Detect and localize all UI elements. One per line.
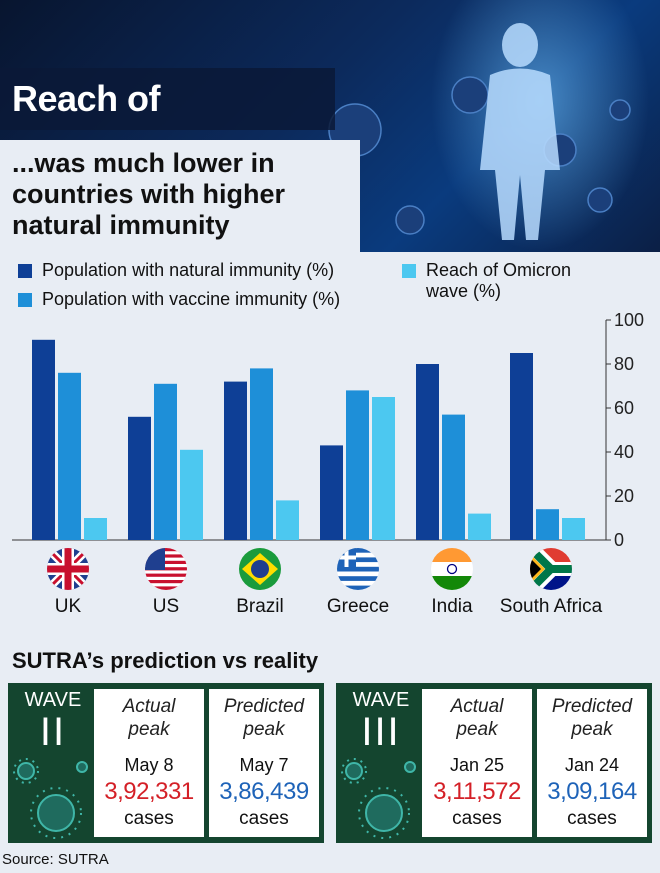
page-title: Reach of Omicron... [0, 68, 335, 181]
predicted-peak-value: 3,09,164 [547, 778, 637, 805]
virus-icon [13, 758, 88, 839]
actual-peak-unit: cases [124, 808, 174, 829]
country-label-india: India [431, 596, 473, 617]
legend-item-natural: Population with natural immunity (%) [18, 260, 334, 281]
predicted-peak-label-line-2: peak [571, 719, 613, 740]
subtitle-line-2: countries with higher [12, 179, 286, 209]
y-tick-label: 80 [614, 354, 634, 374]
virus-icon [341, 758, 416, 839]
country-label-greece: Greece [326, 596, 390, 617]
wave-3-panel: WAVE III Actual peak Jan 25 3,11,572 cas… [336, 683, 652, 843]
greece-flag-icon [337, 548, 379, 590]
wave-3-actual-card: Actual peak Jan 25 3,11,572 cases [422, 689, 532, 837]
bar-natural-us [128, 416, 151, 540]
actual-peak-label: Actual peak [94, 695, 204, 741]
predicted-peak-date: May 7 [239, 755, 289, 775]
bar-vaccine-south-africa [536, 509, 559, 540]
bar-natural-greece [320, 445, 343, 540]
bar-omicron-india [468, 513, 491, 540]
country-flags-row: UK US Brazil Greece India South Africa [0, 548, 660, 624]
virus-illustration [328, 23, 631, 240]
header-banner: Reach of Omicron... ...was much lower in… [0, 0, 660, 252]
bar-omicron-brazil [276, 500, 299, 540]
actual-peak-label: Actual peak [422, 695, 532, 741]
bar-omicron-south-africa [562, 518, 585, 540]
country-label-brazil: Brazil [236, 596, 284, 617]
bar-natural-india [416, 364, 439, 540]
bar-omicron-us [180, 449, 203, 540]
legend-label-omicron-line-1: Reach of Omicron [426, 260, 572, 280]
wave-3-predicted-card: Predicted peak Jan 24 3,09,164 cases [537, 689, 647, 837]
bar-vaccine-us [154, 383, 177, 540]
predicted-peak-value: 3,86,439 [219, 778, 309, 805]
wave-3-numeral: III [361, 710, 401, 754]
y-tick-label: 20 [614, 486, 634, 506]
country-label-uk: UK [54, 596, 82, 617]
actual-peak-date: May 8 [124, 755, 174, 775]
page-subtitle: ...was much lower in countries with high… [0, 140, 360, 252]
bar-vaccine-india [442, 414, 465, 540]
country-label-us: US [152, 596, 180, 617]
y-tick-label: 100 [614, 310, 644, 330]
predicted-peak-label: Predicted peak [209, 695, 319, 741]
wave-2-panel: WAVE II Actual peak May 8 3,92,331 cases… [8, 683, 324, 843]
actual-peak-date: Jan 25 [449, 755, 505, 775]
source-note: Source: SUTRA [2, 851, 109, 868]
predicted-peak-date: Jan 24 [564, 755, 620, 775]
uk-flag-icon [47, 548, 89, 590]
bar-chart: 0 20 40 60 80 100 [12, 310, 644, 550]
india-flag-icon [431, 548, 473, 590]
legend-label-omicron-line-2: wave (%) [426, 281, 502, 301]
bar-vaccine-brazil [250, 368, 273, 540]
wave-2-numeral: II [39, 710, 67, 754]
legend-label-natural: Population with natural immunity (%) [42, 260, 335, 280]
legend-swatch-natural [18, 264, 32, 278]
bar-natural-south-africa [510, 353, 533, 540]
wave-3-word: WAVE [352, 689, 410, 711]
chart-legend: Population with natural immunity (%) Pop… [0, 258, 660, 314]
bar-vaccine-greece [346, 390, 369, 540]
wave-2-actual-card: Actual peak May 8 3,92,331 cases [94, 689, 204, 837]
legend-item-omicron: Reach of Omicron wave (%) [402, 260, 571, 302]
legend-label-vaccine: Population with vaccine immunity (%) [42, 289, 341, 309]
actual-peak-label-line-2: peak [456, 719, 498, 740]
actual-peak-label-line-1: Actual [122, 696, 176, 717]
predicted-peak-label-line-1: Predicted [223, 696, 305, 717]
wave-3-label: WAVE III [342, 689, 420, 752]
bar-vaccine-uk [58, 372, 81, 540]
bar-omicron-greece [372, 397, 395, 540]
predicted-peak-label: Predicted peak [537, 695, 647, 741]
predicted-peak-unit: cases [239, 808, 289, 829]
y-tick-label: 40 [614, 442, 634, 462]
y-tick-label: 60 [614, 398, 634, 418]
subtitle-line-3: natural immunity [12, 210, 230, 240]
us-flag-icon [145, 548, 187, 590]
wave-2-word: WAVE [24, 689, 82, 711]
bar-omicron-uk [84, 518, 107, 540]
actual-peak-value: 3,92,331 [104, 778, 194, 805]
bar-natural-brazil [224, 381, 247, 540]
actual-peak-value: 3,11,572 [433, 778, 521, 805]
actual-peak-label-line-1: Actual [450, 696, 504, 717]
y-tick-label: 0 [614, 530, 624, 550]
country-label-south-africa: South Africa [499, 596, 603, 617]
predicted-peak-label-line-1: Predicted [551, 696, 633, 717]
brazil-flag-icon [239, 548, 281, 590]
legend-label-omicron: Reach of Omicron wave (%) [426, 260, 571, 302]
wave-2-predicted-card: Predicted peak May 7 3,86,439 cases [209, 689, 319, 837]
south-africa-flag-icon [530, 548, 572, 590]
legend-swatch-vaccine [18, 293, 32, 307]
legend-item-vaccine: Population with vaccine immunity (%) [18, 289, 340, 310]
legend-swatch-omicron [402, 264, 416, 278]
bar-natural-uk [32, 339, 55, 540]
predicted-peak-label-line-2: peak [243, 719, 285, 740]
actual-peak-unit: cases [452, 808, 502, 829]
actual-peak-label-line-2: peak [128, 719, 170, 740]
wave-2-label: WAVE II [14, 689, 92, 752]
predicted-peak-unit: cases [567, 808, 617, 829]
subtitle-line-1: ...was much lower in [12, 148, 275, 178]
sutra-section-title: SUTRA’s prediction vs reality [12, 648, 319, 673]
